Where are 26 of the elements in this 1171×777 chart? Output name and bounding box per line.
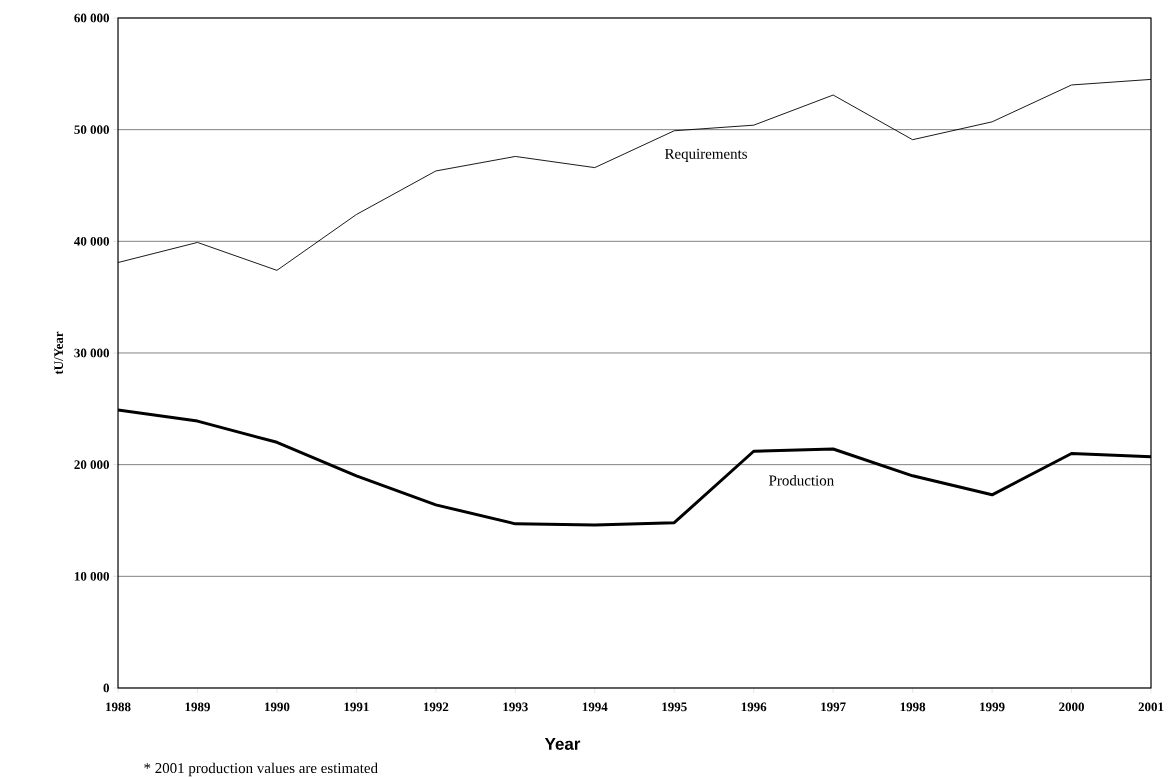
x-tick-label: 1997 bbox=[821, 702, 846, 712]
series-label: Production bbox=[769, 475, 834, 486]
x-tick-label: 1999 bbox=[980, 702, 1005, 712]
x-tick-label: 1994 bbox=[582, 702, 608, 712]
y-tick-label: 30 000 bbox=[74, 348, 110, 358]
y-tick-label: 0 bbox=[103, 683, 110, 693]
x-tick-label: 1996 bbox=[741, 702, 767, 712]
x-tick-label: 1993 bbox=[503, 702, 528, 712]
x-tick-label: 1992 bbox=[423, 702, 449, 712]
x-tick-label: 1989 bbox=[185, 702, 210, 712]
series-label: Requirements bbox=[664, 148, 747, 162]
text: * 2001 production values are estimated bbox=[144, 762, 378, 777]
x-tick-label: 1998 bbox=[900, 702, 926, 712]
y-tick-label: 60 000 bbox=[74, 13, 110, 23]
x-tick-label: 1990 bbox=[265, 702, 290, 712]
y-tick-label: 50 000 bbox=[74, 125, 110, 135]
x-axis-title: Year bbox=[544, 738, 581, 750]
x-tick-label: 2000 bbox=[1059, 702, 1085, 712]
x-tick-label: 1991 bbox=[344, 702, 369, 712]
x-tick-label: 1995 bbox=[662, 702, 687, 712]
x-tick-label: 2001 bbox=[1138, 702, 1164, 712]
x-tick-label: 1988 bbox=[106, 702, 131, 712]
y-tick-label: 10 000 bbox=[74, 571, 110, 581]
y-tick-label: 40 000 bbox=[74, 236, 110, 246]
y-axis-title: tU/Year bbox=[54, 331, 64, 375]
y-tick-label: 20 000 bbox=[74, 460, 110, 470]
